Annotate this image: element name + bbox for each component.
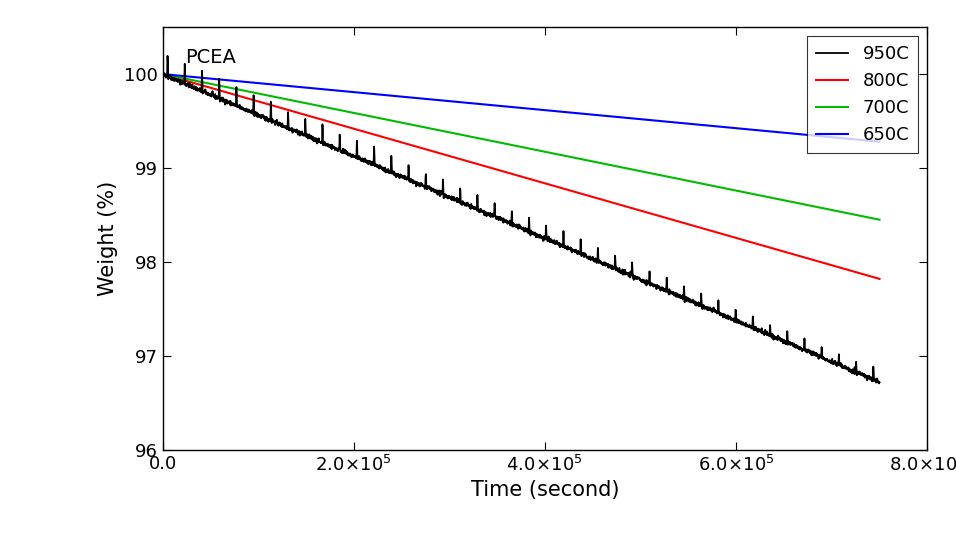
950C [162,53,173,59]
950C [859,373,871,380]
950C [281,124,293,130]
950C [874,379,885,386]
Y-axis label: Weight (%): Weight (%) [98,181,119,296]
Legend: 950C, 800C, 700C, 650C: 950C, 800C, 700C, 650C [807,36,919,153]
Text: PCEA: PCEA [185,48,236,67]
950C [783,339,794,346]
Line: 950C: 950C [163,56,880,383]
950C [239,107,250,113]
X-axis label: Time (second): Time (second) [470,480,619,500]
950C [432,191,444,198]
950C [873,380,884,386]
950C [463,203,474,209]
950C [157,70,168,77]
